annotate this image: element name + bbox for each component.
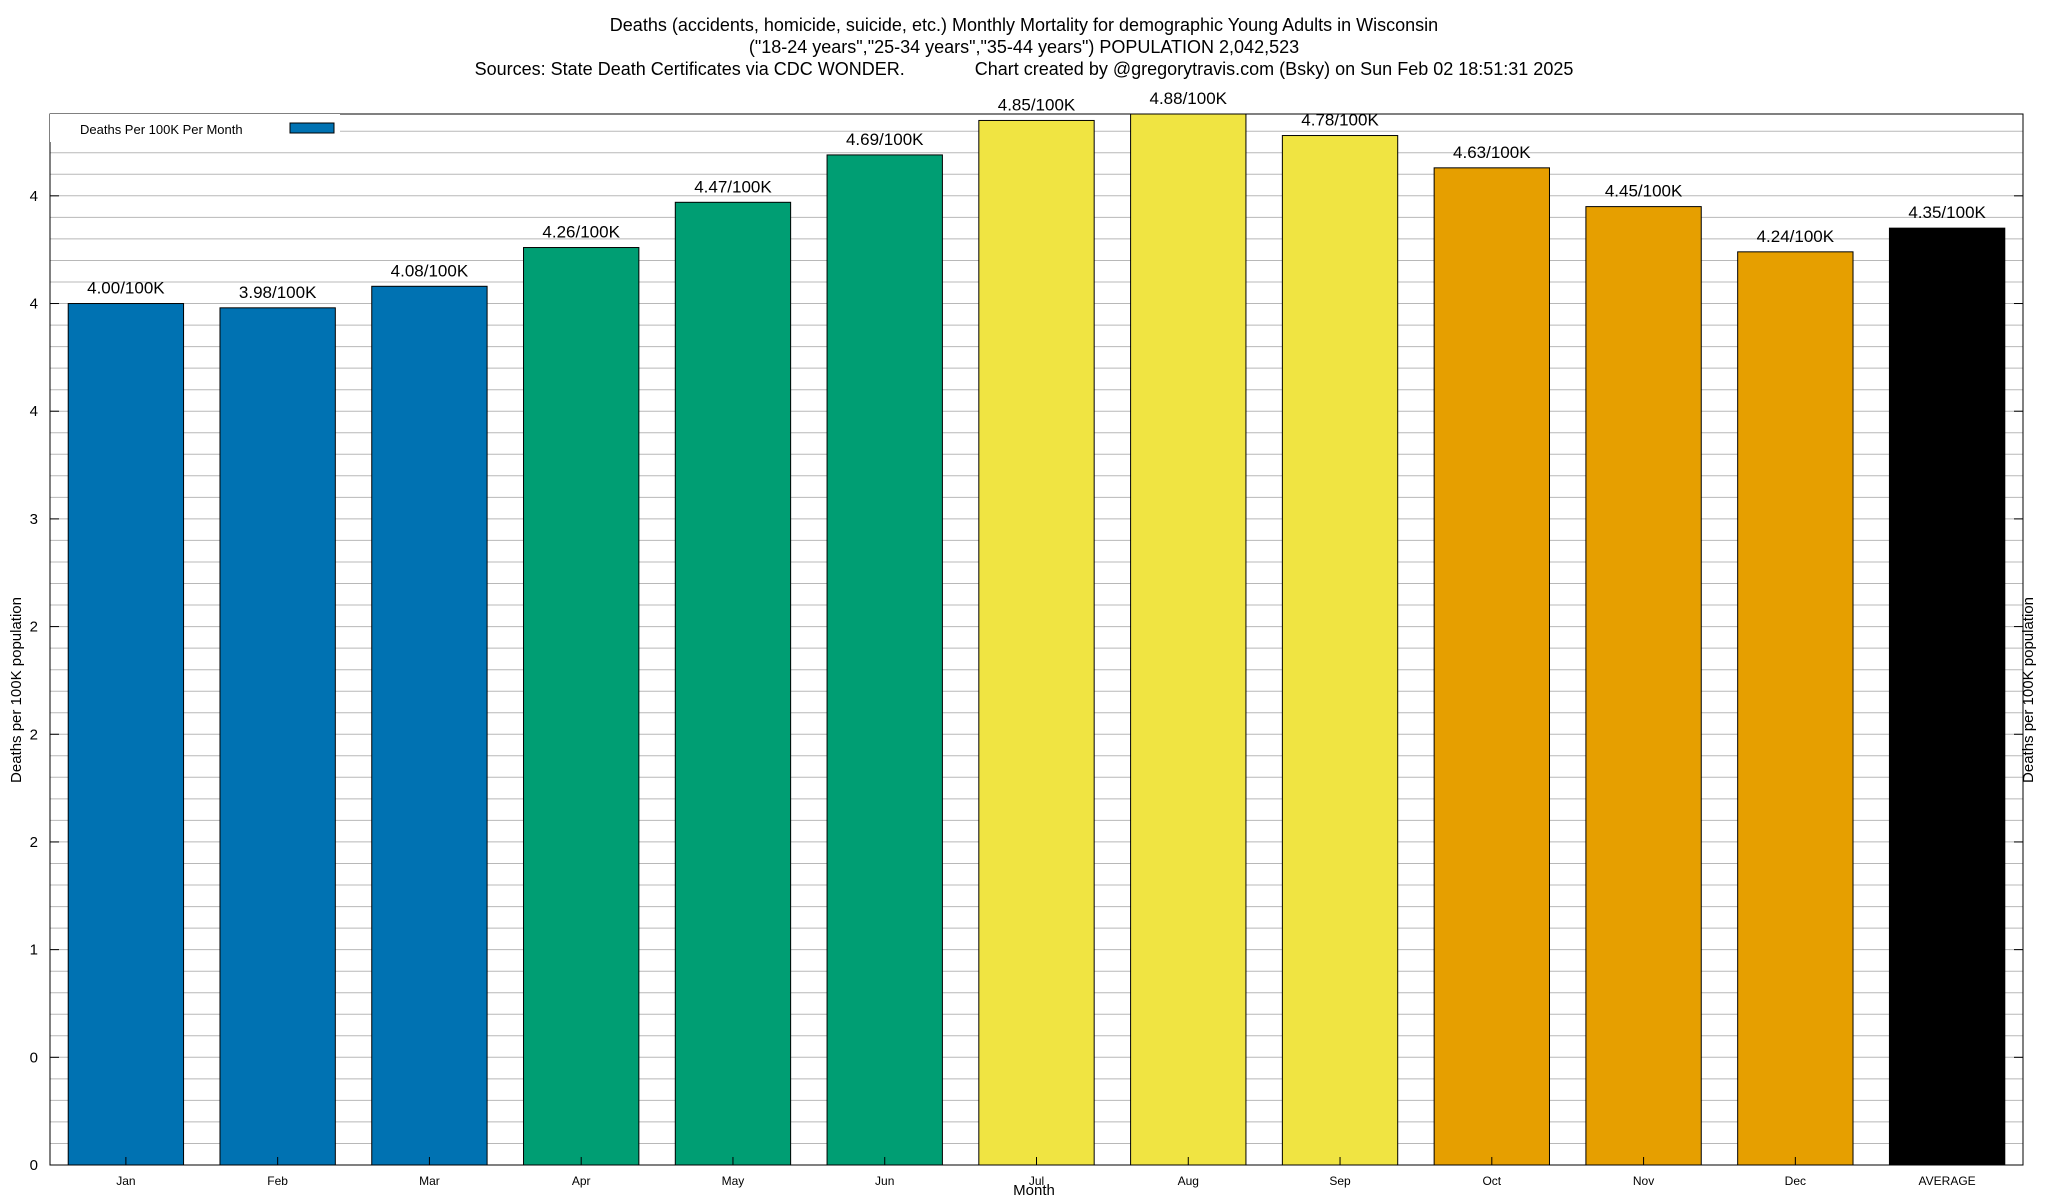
bar-dec xyxy=(1737,251,1854,1166)
chart-subtitle-sources: Sources: State Death Certificates via CD… xyxy=(474,59,1574,79)
x-axis-title: Month xyxy=(1013,1182,1055,1199)
data-label-jan: 4.00/100K xyxy=(87,279,165,298)
bar-jul xyxy=(978,119,1095,1166)
data-label-apr: 4.26/100K xyxy=(542,223,620,242)
legend: Deaths Per 100K Per Month xyxy=(50,114,340,142)
bar-nov xyxy=(1585,206,1702,1166)
data-label-aug: 4.88/100K xyxy=(1150,89,1228,108)
x-tick-label: Oct xyxy=(1482,1174,1501,1188)
y-tick-label: 2 xyxy=(30,726,38,743)
bar-sep xyxy=(1281,135,1399,1166)
bar-aug xyxy=(1130,113,1247,1166)
x-tick-label: May xyxy=(722,1174,745,1188)
bar-mar xyxy=(371,285,488,1166)
data-label-nov: 4.45/100K xyxy=(1605,182,1683,201)
data-label-jun: 4.69/100K xyxy=(846,130,924,149)
bar-jun xyxy=(826,154,943,1166)
y-tick-label: 4 xyxy=(30,403,38,420)
bar-apr xyxy=(523,247,640,1166)
y-tick-label: 2 xyxy=(30,834,38,851)
chart-subtitle-demographics: ("18-24 years","25-34 years","35-44 year… xyxy=(748,37,1300,57)
x-tick-label: Aug xyxy=(1178,1174,1199,1188)
bar-may xyxy=(674,201,792,1166)
y-tick-label: 1 xyxy=(30,942,38,959)
x-tick-label: Feb xyxy=(267,1174,288,1188)
y-tick-label: 2 xyxy=(30,619,38,636)
x-tick-label: Mar xyxy=(419,1174,440,1188)
x-tick-label: Jun xyxy=(875,1174,894,1188)
x-tick-label: Jul xyxy=(1029,1174,1044,1188)
bar-average xyxy=(1888,227,2006,1166)
y-tick-label: 3 xyxy=(30,511,38,528)
plot-border xyxy=(49,113,2024,1166)
y2-axis-title: Deaths per 100K population xyxy=(2020,597,2037,783)
data-label-oct: 4.63/100K xyxy=(1453,143,1531,162)
data-label-dec: 4.24/100K xyxy=(1757,227,1835,246)
bars xyxy=(67,113,2006,1166)
chart-title-block: Deaths (accidents, homicide, suicide, et… xyxy=(0,14,2048,80)
y-tick-label: 4 xyxy=(30,296,38,313)
bar-oct xyxy=(1433,167,1550,1166)
bar-feb xyxy=(219,307,336,1166)
data-label-may: 4.47/100K xyxy=(694,177,772,196)
data-label-mar: 4.08/100K xyxy=(391,261,469,280)
y-tick-label: 0 xyxy=(30,1157,38,1174)
data-labels: 4.00/100K 3.98/100K 4.08/100K 4.26/100K 4.47… xyxy=(87,89,1986,302)
data-label-jul: 4.85/100K xyxy=(998,95,1076,114)
x-tick-label: Dec xyxy=(1785,1174,1806,1188)
legend-entry-label: Deaths Per 100K Per Month xyxy=(80,122,243,137)
data-label-sep: 4.78/100K xyxy=(1301,111,1379,130)
bar-jan xyxy=(67,303,185,1166)
y-tick-label: 4 xyxy=(30,188,38,205)
x-tick-label: Sep xyxy=(1329,1174,1351,1188)
x-tick-label: Apr xyxy=(572,1174,591,1188)
data-label-average: 4.35/100K xyxy=(1908,203,1986,222)
legend-entry-swatch xyxy=(289,122,335,134)
x-tick-label: Nov xyxy=(1633,1174,1654,1188)
data-label-feb: 3.98/100K xyxy=(239,283,317,302)
axes: 0 0 1 2 2 2 3 4 4 4 Jan Feb Mar Apr May Jun Jul Aug Sep Oct… xyxy=(30,113,2024,1188)
x-tick-label: Jan xyxy=(116,1174,135,1188)
chart-title: Deaths (accidents, homicide, suicide, et… xyxy=(609,15,1439,35)
x-tick-label: AVERAGE xyxy=(1919,1174,1976,1188)
y-tick-label: 0 xyxy=(30,1049,38,1066)
y-axis-title: Deaths per 100K population xyxy=(8,597,25,783)
